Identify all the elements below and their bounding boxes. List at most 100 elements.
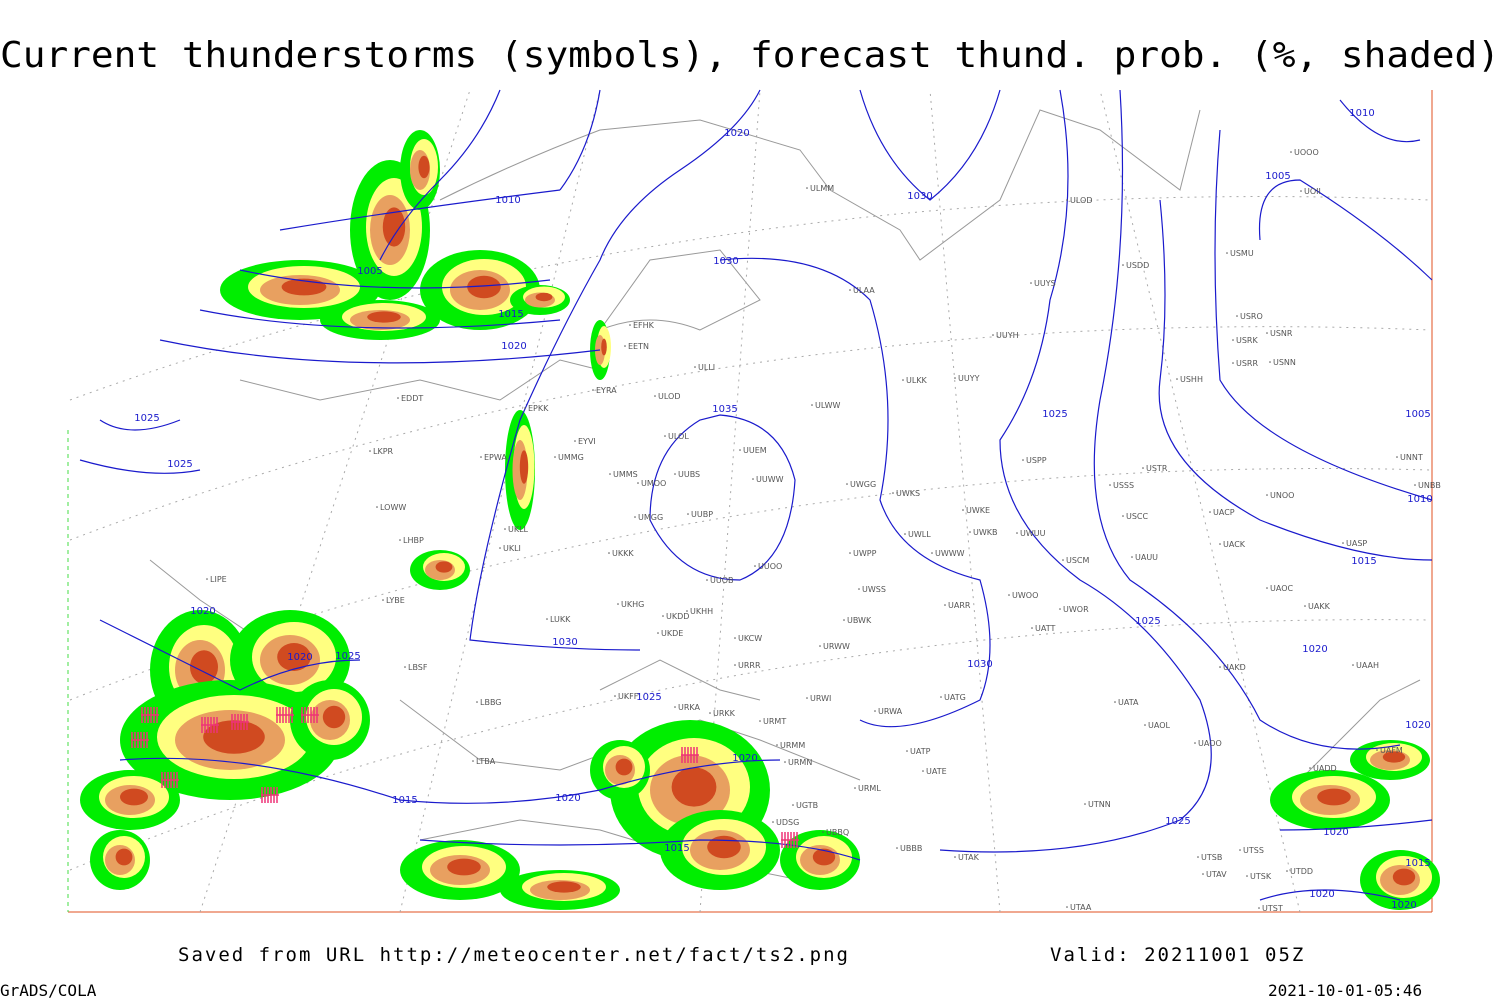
station-dot: [734, 664, 736, 666]
isobar-label: 1015: [1405, 858, 1430, 869]
station-label: UWPP: [853, 549, 877, 558]
station-label: URMM: [780, 741, 805, 750]
station-dot: [1197, 856, 1199, 858]
station-dot: [822, 831, 824, 833]
station-dot: [524, 407, 526, 409]
isobar-label: 1020: [1309, 889, 1334, 900]
station-dot: [784, 761, 786, 763]
isobar-label: 1015: [498, 309, 523, 320]
station-dot: [954, 856, 956, 858]
station-label: UNBB: [1418, 481, 1441, 490]
station-label: UMGG: [638, 513, 663, 522]
station-label: UWWW: [935, 549, 965, 558]
station-dot: [892, 492, 894, 494]
station-dot: [962, 509, 964, 511]
timestamp: 2021-10-01-05:46: [1268, 981, 1422, 1000]
station-label: ULAA: [853, 286, 875, 295]
isobar-label: 1020: [287, 652, 312, 663]
station-dot: [902, 379, 904, 381]
station-dot: [480, 456, 482, 458]
station-label: UKKK: [612, 549, 634, 558]
station-dot: [1226, 252, 1228, 254]
isobar-label: 1015: [1351, 556, 1376, 567]
station-label: UUBP: [691, 510, 713, 519]
source-url: Saved from URL http://meteocenter.net/fa…: [178, 944, 850, 966]
station-label: LUKK: [550, 615, 571, 624]
station-dot: [858, 588, 860, 590]
station-label: UGTB: [796, 801, 818, 810]
station-label: USSS: [1113, 481, 1134, 490]
station-dot: [772, 821, 774, 823]
station-label: UTST: [1262, 904, 1283, 913]
station-label: LIPE: [210, 575, 227, 584]
station-dot: [854, 787, 856, 789]
shade: [115, 848, 133, 866]
station-dot: [1219, 666, 1221, 668]
station-label: UWOO: [1012, 591, 1038, 600]
isobar-label: 1025: [335, 651, 360, 662]
station-label: USNR: [1270, 329, 1293, 338]
station-label: URWI: [810, 694, 831, 703]
station-dot: [1300, 190, 1302, 192]
station-label: ULOD: [658, 392, 680, 401]
station-dot: [608, 552, 610, 554]
station-label: EPKK: [528, 404, 549, 413]
isobar-label: 1025: [636, 692, 661, 703]
station-dot: [624, 345, 626, 347]
station-label: URMN: [788, 758, 812, 767]
station-label: UOII: [1304, 187, 1321, 196]
station-label: UDSG: [776, 818, 799, 827]
station-label: USTR: [1146, 464, 1168, 473]
storm-symbol: [781, 832, 799, 848]
title: Current thunderstorms (symbols), forecas…: [0, 35, 1500, 76]
station-label: UWLL: [908, 530, 931, 539]
station-dot: [472, 760, 474, 762]
station-dot: [1016, 532, 1018, 534]
station-dot: [1008, 594, 1010, 596]
station-dot: [739, 449, 741, 451]
isobar-label: 1030: [552, 637, 577, 648]
station-label: URML: [858, 784, 881, 793]
station-label: UWUU: [1020, 529, 1046, 538]
shade: [1382, 751, 1406, 763]
station-dot: [504, 528, 506, 530]
isobar-label: 1025: [134, 413, 159, 424]
station-label: UMOO: [641, 479, 666, 488]
isobar-label: 1010: [1407, 494, 1432, 505]
station-label: UTAA: [1070, 903, 1092, 912]
station-label: USMU: [1230, 249, 1254, 258]
station-label: UKFF: [618, 692, 639, 701]
station-dot: [637, 482, 639, 484]
isobar-label: 1030: [713, 256, 738, 267]
station-dot: [944, 604, 946, 606]
station-label: UTAV: [1206, 870, 1227, 879]
station-label: ULMM: [810, 184, 834, 193]
station-label: URKK: [713, 709, 736, 718]
isobar-label: 1020: [732, 753, 757, 764]
station-label: UTSK: [1250, 872, 1272, 881]
shade: [382, 207, 406, 247]
station-label: USPP: [1026, 456, 1047, 465]
shade: [812, 848, 836, 866]
station-dot: [1258, 907, 1260, 909]
station-label: UAAH: [1356, 661, 1379, 670]
station-label: LTBA: [476, 757, 496, 766]
station-dot: [674, 473, 676, 475]
station-dot: [694, 366, 696, 368]
storm-symbol: [201, 717, 219, 733]
station-dot: [922, 770, 924, 772]
shade: [467, 275, 501, 299]
station-label: LBSF: [408, 663, 428, 672]
station-dot: [369, 450, 371, 452]
isobar-label: 1035: [712, 404, 737, 415]
station-dot: [634, 516, 636, 518]
station-label: UUOB: [710, 576, 734, 585]
station-label: UAFM: [1380, 746, 1403, 755]
isobar-label: 1020: [1405, 720, 1430, 731]
station-dot: [382, 599, 384, 601]
station-dot: [404, 666, 406, 668]
isobar-label: 1030: [907, 191, 932, 202]
station-label: UADD: [1313, 764, 1337, 773]
station-label: UKDD: [666, 612, 689, 621]
shade: [547, 881, 581, 893]
